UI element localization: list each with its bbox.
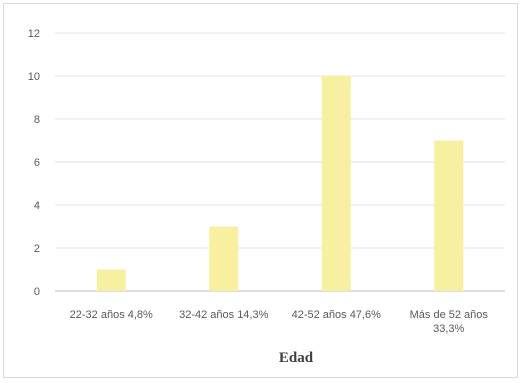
- y-tick-label: 6: [34, 157, 40, 169]
- y-tick-label: 0: [34, 286, 40, 298]
- x-tick-label: 32-42 años 14,3%: [179, 309, 269, 321]
- bar: [96, 269, 126, 291]
- x-tick-label: Más de 52 años: [410, 309, 489, 321]
- y-tick-label: 10: [28, 71, 40, 83]
- x-axis-title: Edad: [279, 350, 314, 366]
- y-tick-label: 12: [28, 28, 40, 40]
- x-tick-label: 22-32 años 4,8%: [70, 309, 153, 321]
- bar: [321, 76, 351, 291]
- x-tick-label: 42-52 años 47,6%: [292, 309, 382, 321]
- chart-frame: [3, 3, 518, 378]
- y-tick-label: 4: [34, 200, 40, 212]
- bar: [434, 140, 464, 291]
- bar: [209, 226, 239, 291]
- x-tick-label: 33,3%: [433, 323, 464, 335]
- y-tick-label: 2: [34, 243, 40, 255]
- gridlines: [55, 32, 505, 292]
- x-axis-labels: 22-32 años 4,8% 32-42 años 14,3% 42-52 año…: [70, 309, 489, 335]
- bars: [96, 76, 464, 291]
- y-tick-label: 8: [34, 114, 40, 126]
- y-axis-ticks: 0 2 4 6 8 10 12: [28, 28, 40, 298]
